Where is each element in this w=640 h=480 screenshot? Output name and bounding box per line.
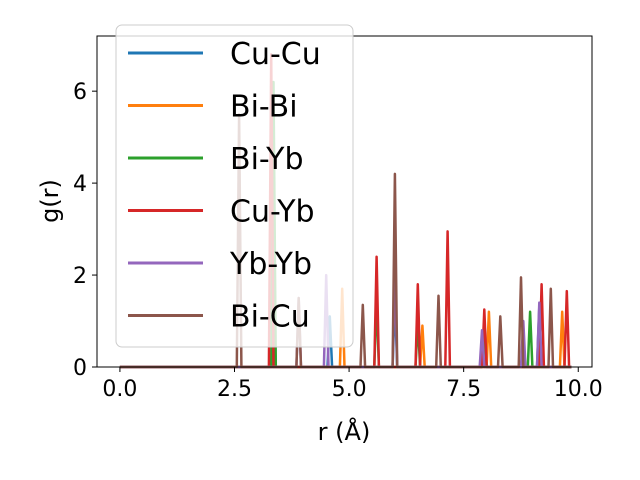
legend-label: Bi-Cu xyxy=(230,300,310,335)
x-tick-label: 10.0 xyxy=(554,377,603,402)
y-tick-label: 6 xyxy=(73,80,87,105)
x-axis-label: r (Å) xyxy=(318,417,371,446)
y-tick-label: 2 xyxy=(73,264,87,289)
y-axis-label: g(r) xyxy=(36,179,64,223)
legend-label: Bi-Bi xyxy=(230,90,298,125)
x-tick-label: 0.0 xyxy=(102,377,137,402)
legend-label: Cu-Cu xyxy=(230,37,321,72)
y-tick-label: 0 xyxy=(73,356,87,381)
legend-label: Cu-Yb xyxy=(230,195,315,230)
x-tick-label: 2.5 xyxy=(217,377,252,402)
y-tick-label: 4 xyxy=(73,172,87,197)
legend: Cu-Cu Bi-Bi Bi-Yb Cu-Yb Yb-Yb Bi-Cu xyxy=(115,24,354,348)
legend-label: Bi-Yb xyxy=(230,142,304,177)
x-tick-label: 7.5 xyxy=(446,377,481,402)
y-axis: 0 2 4 6 xyxy=(73,80,97,381)
legend-label: Yb-Yb xyxy=(229,247,312,282)
x-tick-label: 5.0 xyxy=(332,377,367,402)
x-axis: 0.0 2.5 5.0 7.5 10.0 xyxy=(102,367,603,402)
